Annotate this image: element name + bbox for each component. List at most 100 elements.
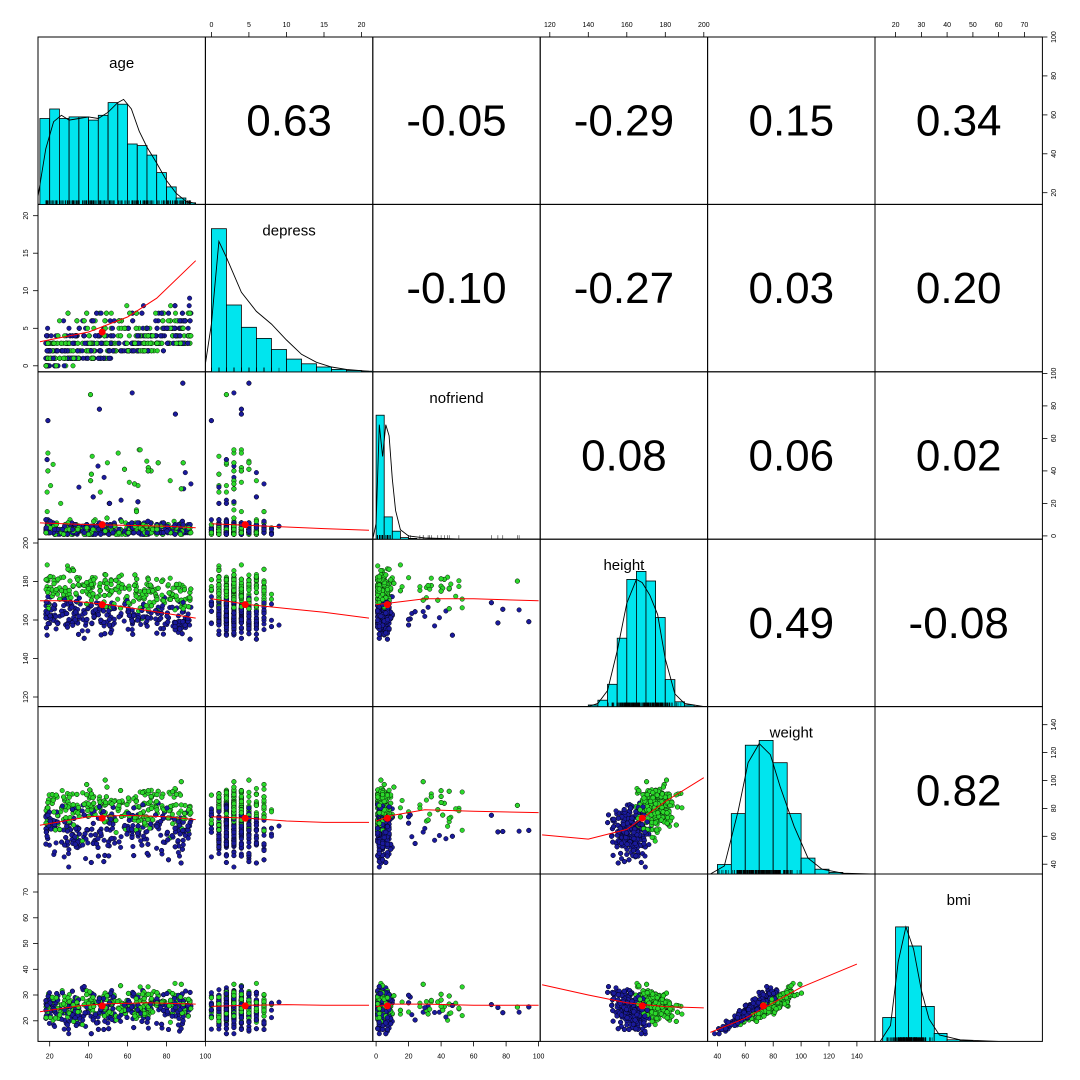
data-point [126, 333, 132, 339]
data-point [159, 310, 165, 316]
data-point [406, 616, 412, 622]
data-point [85, 586, 91, 592]
data-point [216, 517, 222, 523]
data-point [154, 621, 160, 627]
data-point [43, 530, 49, 536]
data-point [98, 531, 104, 537]
data-point [103, 585, 109, 591]
data-point [175, 850, 181, 856]
data-point [43, 577, 49, 583]
data-point [98, 310, 104, 316]
data-point [246, 606, 252, 612]
data-point [106, 592, 112, 598]
data-point [125, 530, 131, 536]
data-point [165, 318, 171, 324]
data-point [115, 596, 121, 602]
data-point [179, 846, 185, 852]
data-point [116, 614, 122, 620]
data-point [80, 790, 86, 796]
data-point [246, 380, 252, 386]
data-point [160, 631, 166, 637]
data-point [142, 348, 148, 354]
data-point [516, 607, 522, 613]
data-point [238, 586, 244, 592]
data-point [88, 832, 94, 838]
data-point [177, 318, 183, 324]
data-point [253, 631, 259, 637]
smooth-line [39, 814, 196, 826]
data-point [102, 318, 108, 324]
data-point [178, 779, 184, 785]
data-point [238, 625, 244, 631]
data-point [110, 333, 116, 339]
data-point [52, 827, 58, 833]
data-point [66, 617, 72, 623]
data-point [92, 832, 98, 838]
data-point [47, 613, 53, 619]
data-point [45, 418, 51, 424]
data-point [436, 615, 442, 621]
data-point [169, 789, 175, 795]
data-point [253, 596, 259, 602]
data-point [121, 325, 127, 331]
smooth-line [39, 522, 196, 529]
data-point [144, 325, 150, 331]
data-point [150, 588, 156, 594]
data-point [375, 563, 381, 569]
data-point [216, 582, 222, 588]
data-point [223, 392, 229, 398]
data-point [397, 588, 403, 594]
data-point [89, 620, 95, 626]
data-point [62, 842, 68, 848]
data-point [182, 318, 188, 324]
data-point [177, 626, 183, 632]
data-point [391, 580, 397, 586]
data-point [164, 340, 170, 346]
data-point [208, 608, 214, 614]
data-point [124, 303, 130, 309]
data-point [92, 607, 98, 613]
data-point [231, 587, 237, 593]
data-point [139, 790, 145, 796]
data-point [133, 593, 139, 599]
data-point [72, 841, 78, 847]
data-point [76, 831, 82, 837]
data-point [216, 484, 222, 490]
data-point [79, 628, 85, 634]
data-point [135, 830, 141, 836]
data-point [223, 601, 229, 607]
data-point [172, 844, 178, 850]
data-point [177, 792, 183, 798]
data-point [69, 807, 75, 813]
data-point [223, 617, 229, 623]
data-point [384, 636, 390, 642]
data-point [76, 325, 82, 331]
panel-frame-bmi-depress [204, 873, 374, 1042]
data-point [169, 833, 175, 839]
data-point [172, 624, 178, 630]
data-point [216, 568, 222, 574]
data-point [116, 803, 122, 809]
data-point [208, 517, 214, 523]
data-point [131, 805, 137, 811]
data-point [187, 318, 193, 324]
data-point [154, 348, 160, 354]
data-point [231, 460, 237, 466]
data-point [139, 310, 145, 316]
data-point [85, 840, 91, 846]
data-point [115, 450, 121, 456]
data-point [154, 630, 160, 636]
data-point [231, 468, 237, 474]
data-point [261, 566, 267, 572]
data-point [59, 348, 65, 354]
data-point [57, 318, 63, 324]
data-point [53, 840, 59, 846]
data-point [55, 621, 61, 627]
data-point [216, 612, 222, 618]
panel-frame-height-nofriend [372, 538, 541, 708]
data-point [177, 831, 183, 837]
data-point [188, 810, 194, 816]
data-point [75, 577, 81, 583]
data-point [177, 531, 183, 537]
data-point [84, 827, 90, 833]
